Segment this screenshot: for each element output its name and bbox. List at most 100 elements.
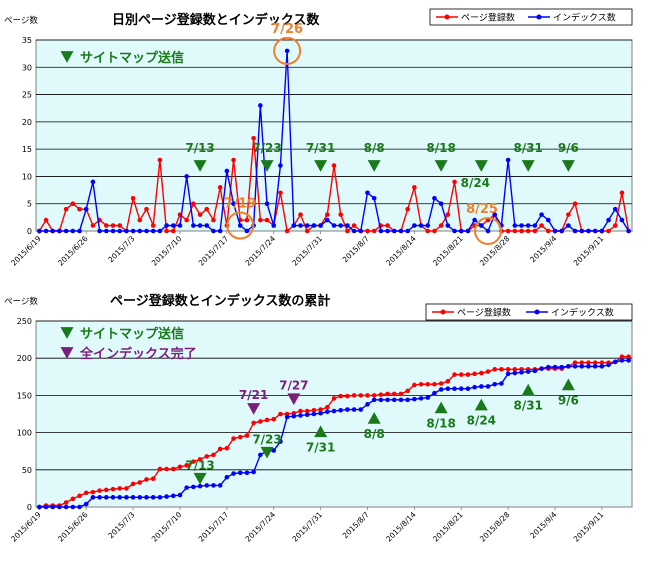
x-tick-label: 2015/8/28 <box>478 234 512 268</box>
index-data-point <box>559 228 564 234</box>
page-data-point <box>472 371 477 377</box>
index-data-point <box>177 223 183 228</box>
index-data-point <box>271 448 277 453</box>
page-data-point <box>211 452 216 458</box>
index-data-point <box>231 471 236 476</box>
sitemap-date-label: 7/31 <box>306 440 335 454</box>
page-data-point <box>358 393 364 398</box>
peak-date-label: 8/25 <box>466 202 498 217</box>
page-data-point <box>331 396 337 401</box>
x-tick-label: 2015/9/4 <box>528 510 558 540</box>
index-data-point <box>539 212 544 217</box>
index-data-point <box>586 228 591 234</box>
page-data-point <box>385 223 390 228</box>
index-data-point <box>465 386 471 392</box>
page-data-point <box>619 190 625 196</box>
page-data-point <box>63 206 69 212</box>
index-data-point <box>606 362 611 368</box>
page-data-point <box>304 408 310 414</box>
peak-highlight-circle <box>226 211 255 240</box>
sitemap-marker <box>260 446 274 459</box>
page-data-point <box>170 466 176 472</box>
index-data-point <box>479 384 484 389</box>
x-tick-label: 2015/7/31 <box>290 234 324 268</box>
index-data-point <box>559 364 564 370</box>
index-data-point <box>445 386 451 392</box>
index-data-point <box>130 228 136 234</box>
index-data-point <box>204 483 210 488</box>
page-data-point <box>258 419 263 424</box>
page-data-point <box>525 228 531 234</box>
page-data-point <box>485 369 491 374</box>
index-data-point <box>351 407 357 412</box>
page-data-point <box>452 179 457 185</box>
x-tick-label: 2015/6/26 <box>56 234 90 268</box>
index-data-point <box>599 364 605 369</box>
x-tick-label: 2015/7/10 <box>150 234 184 268</box>
index-data-point <box>284 414 290 420</box>
page-data-point <box>70 496 76 502</box>
page-data-point <box>217 185 223 190</box>
sitemap-date-label: 8/8 <box>364 427 385 441</box>
index-data-point <box>499 381 504 386</box>
index-data-point <box>452 386 457 392</box>
index-data-point <box>83 501 89 507</box>
index-data-point <box>371 195 377 201</box>
index-data-point <box>338 407 343 413</box>
page-data-point <box>311 407 317 413</box>
page-data-point <box>405 388 410 394</box>
page-data-point <box>251 420 256 426</box>
index-data-point <box>425 395 431 400</box>
index-data-point <box>318 223 323 228</box>
page-data-point <box>170 228 176 234</box>
page-data-point <box>157 466 163 472</box>
sitemap-date-label: 8/31 <box>513 141 542 155</box>
page-data-point <box>572 201 578 207</box>
index-data-point <box>586 364 591 369</box>
index-data-point <box>345 407 350 412</box>
page-data-point <box>204 206 210 212</box>
index-data-point <box>452 228 457 234</box>
index-data-point <box>405 397 410 403</box>
index-data-point <box>311 223 317 228</box>
page-data-point <box>512 228 518 234</box>
index-data-point <box>606 217 611 223</box>
index-data-point <box>211 228 216 234</box>
page-data-point <box>271 416 277 422</box>
y-tick-label: 25 <box>22 91 32 100</box>
index-data-point <box>432 195 437 201</box>
index-data-point <box>592 364 598 369</box>
index-data-point <box>237 470 243 476</box>
page-data-point <box>137 480 143 485</box>
index-data-point <box>358 407 364 412</box>
index-data-point <box>90 179 96 185</box>
index-data-point <box>519 370 524 375</box>
sitemap-date-label: 7/23 <box>252 433 281 447</box>
chart-title: ページ登録数とインデックス数の累計 <box>110 293 330 309</box>
x-tick-label: 2015/7/3 <box>106 234 136 264</box>
index-data-point <box>251 469 256 475</box>
index-data-point <box>579 228 585 234</box>
index-data-point <box>512 370 518 376</box>
page-data-point <box>626 354 631 360</box>
sitemap-date-label: 9/6 <box>558 393 579 407</box>
index-data-point <box>197 223 203 228</box>
page-data-point <box>237 434 243 440</box>
index-data-point <box>70 504 76 510</box>
index-data-point <box>566 364 571 369</box>
index-data-point <box>458 386 464 392</box>
index-data-point <box>184 485 189 490</box>
index-data-point <box>150 495 156 500</box>
index-data-point <box>144 228 149 234</box>
legend-entry: ページ登録数 <box>461 12 515 24</box>
index-data-point <box>144 495 149 500</box>
index-data-point <box>579 364 585 369</box>
x-tick-label: 2015/9/4 <box>528 234 558 264</box>
sitemap-date-label: 8/8 <box>364 141 385 155</box>
index-data-point <box>90 495 96 500</box>
index-data-point <box>304 223 310 228</box>
index-data-point <box>137 495 143 500</box>
sitemap-date-label: 9/6 <box>558 141 579 155</box>
sitemap-marker <box>521 160 535 172</box>
peak-date-label: 7/26 <box>271 22 303 37</box>
